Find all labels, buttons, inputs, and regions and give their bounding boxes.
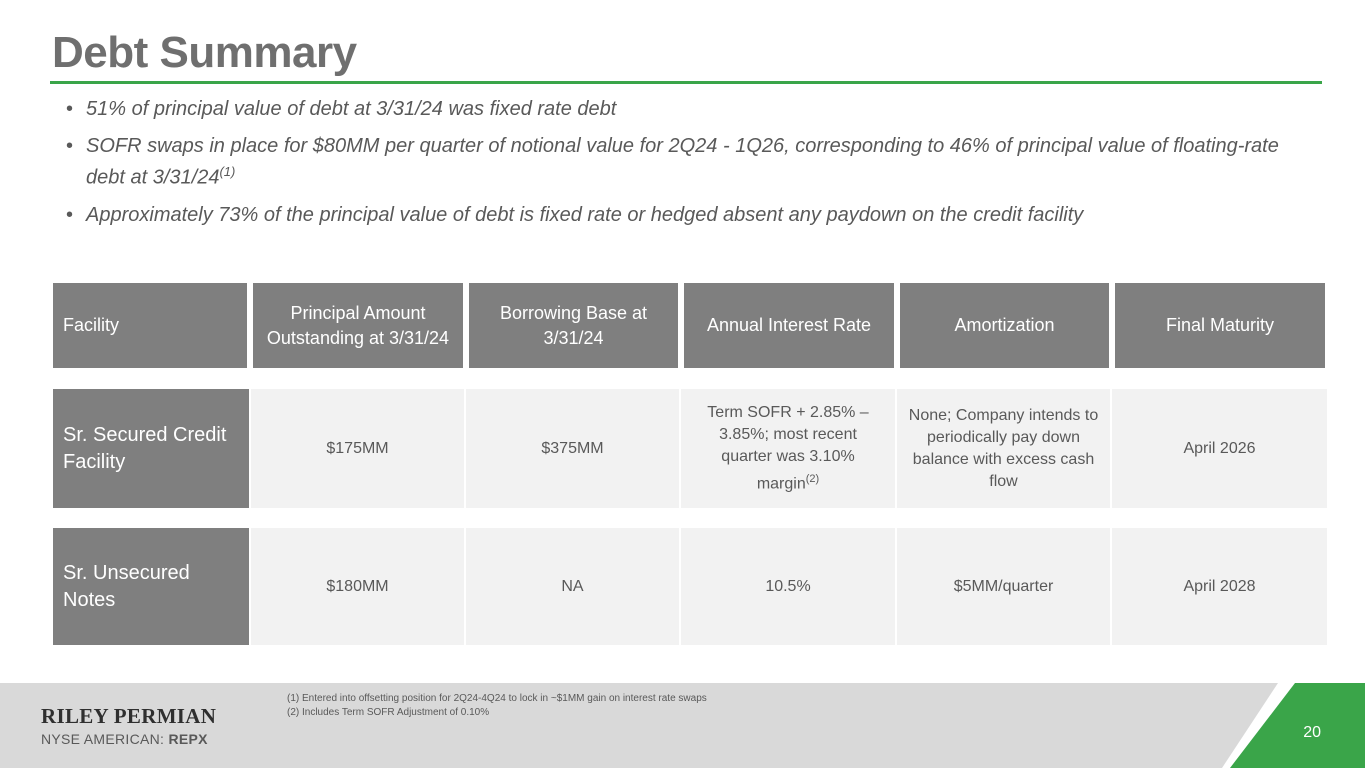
amortization-cell: $5MM/quarter <box>897 528 1110 645</box>
header-borrowing-base: Borrowing Base at 3/31/24 <box>469 283 678 368</box>
bullet-text: Approximately 73% of the principal value… <box>86 203 1084 226</box>
corner-accent <box>1222 683 1365 768</box>
principal-cell: $180MM <box>251 528 464 645</box>
stock-ticker: NYSE AMERICAN: REPX <box>41 731 208 747</box>
interest-rate-cell: 10.5% <box>681 528 895 645</box>
header-facility: Facility <box>53 283 247 368</box>
principal-cell: $175MM <box>251 389 464 508</box>
page-title: Debt Summary <box>52 28 357 77</box>
footnote-ref: (2) <box>805 472 820 485</box>
bullet-text: SOFR swaps in place for $80MM per quarte… <box>86 135 1279 189</box>
facility-cell: Sr. Unsecured Notes <box>53 528 249 645</box>
page-number: 20 <box>1303 724 1321 741</box>
title-divider <box>50 81 1322 84</box>
maturity-cell: April 2028 <box>1112 528 1327 645</box>
footnotes: (1) Entered into offsetting position for… <box>287 692 707 720</box>
company-logo: RILEY PERMIAN <box>41 704 217 728</box>
table-row: Sr. Unsecured Notes $180MM NA 10.5% $5MM… <box>53 528 1327 645</box>
header-interest-rate: Annual Interest Rate <box>684 283 894 368</box>
maturity-cell: April 2026 <box>1112 389 1327 508</box>
bullet-item: SOFR swaps in place for $80MM per quarte… <box>66 134 1296 191</box>
header-final-maturity: Final Maturity <box>1115 283 1325 368</box>
interest-rate-cell: Term SOFR + 2.85% – 3.85%; most recent q… <box>681 389 895 508</box>
interest-rate-text: Term SOFR + 2.85% – 3.85%; most recent q… <box>707 403 869 493</box>
footer-bar <box>0 683 1365 768</box>
footnote: (1) Entered into offsetting position for… <box>287 693 707 704</box>
borrowing-base-cell: NA <box>466 528 679 645</box>
footnote-ref: (1) <box>219 164 236 179</box>
borrowing-base-cell: $375MM <box>466 389 679 508</box>
bullet-item: 51% of principal value of debt at 3/31/2… <box>66 97 1296 122</box>
header-amortization: Amortization <box>900 283 1109 368</box>
footnote: (2) Includes Term SOFR Adjustment of 0.1… <box>287 707 490 718</box>
table-header: Facility Principal Amount Outstanding at… <box>53 283 1325 368</box>
table-row: Sr. Secured Credit Facility $175MM $375M… <box>53 389 1327 508</box>
facility-cell: Sr. Secured Credit Facility <box>53 389 249 508</box>
header-principal: Principal Amount Outstanding at 3/31/24 <box>253 283 463 368</box>
bullet-list: 51% of principal value of debt at 3/31/2… <box>66 97 1296 240</box>
amortization-cell: None; Company intends to periodically pa… <box>897 389 1110 508</box>
ticker-symbol: REPX <box>168 731 208 747</box>
bullet-item: Approximately 73% of the principal value… <box>66 203 1296 228</box>
bullet-text: 51% of principal value of debt at 3/31/2… <box>86 98 617 120</box>
